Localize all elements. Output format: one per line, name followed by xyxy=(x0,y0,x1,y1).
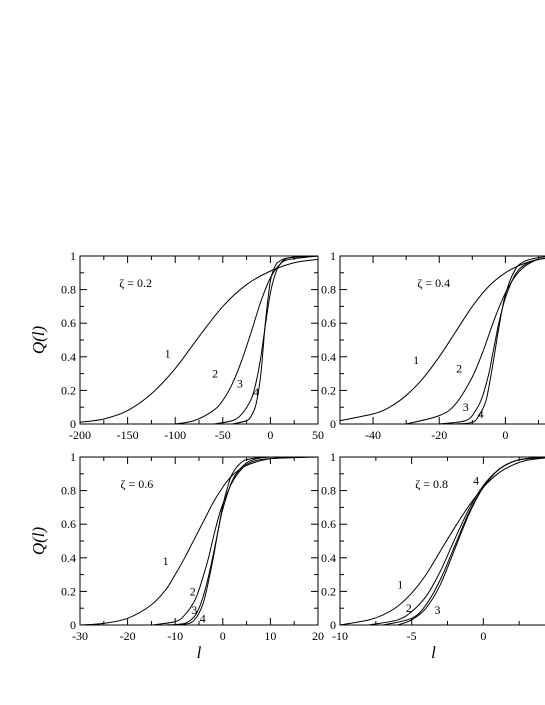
y-tick-label: 0.6 xyxy=(61,316,76,330)
curve-label-1: 1 xyxy=(165,346,171,360)
curves xyxy=(80,256,318,424)
zeta-annotation: ζ = 0.4 xyxy=(417,276,450,290)
x-tick-label: -40 xyxy=(365,428,381,442)
plot-frame xyxy=(79,456,319,626)
x-axis-label: l xyxy=(197,643,202,662)
curve-label-1: 1 xyxy=(163,554,169,568)
x-tick-label: -10 xyxy=(167,629,183,643)
y-tick-label: 0.6 xyxy=(61,517,76,531)
panel-top-right: -40 -20 0 0 0.2 0.4 0.6 0.8 1 1 2 3 4 ζ = 0.4 xyxy=(321,249,545,442)
curve-label-1: 1 xyxy=(397,578,403,592)
x-tick-label: -150 xyxy=(117,428,139,442)
series-line-2 xyxy=(406,257,545,424)
curve-label-2: 2 xyxy=(190,584,196,598)
curve-label-3: 3 xyxy=(463,400,469,414)
curve-label-4: 4 xyxy=(478,407,484,421)
y-tick-label: 0.6 xyxy=(321,316,336,330)
x-tick-label: 50 xyxy=(312,428,324,442)
y-tick-label: 1 xyxy=(70,249,76,263)
x-tick-label: -20 xyxy=(431,428,447,442)
y-tick-label: 0.2 xyxy=(321,383,336,397)
y-tick-label: 0 xyxy=(330,417,336,431)
y-tick-label: 0.6 xyxy=(321,517,336,531)
curves xyxy=(340,457,545,625)
series-line-4 xyxy=(175,457,318,625)
curve-label-2: 2 xyxy=(456,362,462,376)
x-tick-label: 0 xyxy=(220,629,226,643)
x-tick-label: -30 xyxy=(72,629,88,643)
curve-label-3: 3 xyxy=(434,603,440,617)
curve-label-3: 3 xyxy=(237,377,243,391)
series-line-3 xyxy=(439,257,545,424)
y-tick-label: 1 xyxy=(330,450,336,464)
x-tick-label: -100 xyxy=(164,428,186,442)
x-tick-label: -10 xyxy=(332,629,348,643)
series-line-3 xyxy=(382,457,545,625)
x-axis-label: l xyxy=(431,643,436,662)
y-tick-label: 0.8 xyxy=(61,484,76,498)
panel-bottom-left: -30 -20 -10 0 10 20 0 0.2 0.4 0.6 0.8 1 1 2 34 ζ = 0.6 Q… xyxy=(29,450,324,662)
y-tick-label: 0.2 xyxy=(61,584,76,598)
series-line-3 xyxy=(213,256,318,424)
series-line-4 xyxy=(397,457,545,625)
y-tick-label: 1 xyxy=(70,450,76,464)
y-tick-label: 0.4 xyxy=(61,350,76,364)
curves xyxy=(80,457,318,625)
x-tick-label: -50 xyxy=(215,428,231,442)
x-tick-label: 10 xyxy=(264,629,276,643)
x-tick-label: -200 xyxy=(69,428,91,442)
curve-label-2: 2 xyxy=(406,601,412,615)
curve-label-4: 4 xyxy=(200,611,206,625)
y-tick-label: 0.4 xyxy=(61,551,76,565)
y-tick-label: 0.8 xyxy=(321,484,336,498)
curve-label-4: 4 xyxy=(473,474,479,488)
y-tick-label: 0.8 xyxy=(61,283,76,297)
zeta-annotation: ζ = 0.2 xyxy=(119,276,152,290)
y-tick-label: 0 xyxy=(70,417,76,431)
y-tick-label: 1 xyxy=(330,249,336,263)
x-tick-label: -5 xyxy=(407,629,417,643)
x-tick-label: 20 xyxy=(312,629,324,643)
series-line-1 xyxy=(340,257,545,422)
x-tick-label: 0 xyxy=(502,428,508,442)
zeta-annotation: ζ = 0.6 xyxy=(120,477,153,491)
curve-label-4: 4 xyxy=(253,385,259,399)
y-tick-label: 0.2 xyxy=(61,383,76,397)
y-axis-label: Q(l) xyxy=(29,527,48,556)
zeta-annotation: ζ = 0.8 xyxy=(415,477,448,491)
curves xyxy=(340,256,545,424)
y-tick-label: 0.4 xyxy=(321,551,336,565)
series-line-1 xyxy=(80,258,318,423)
series-line-4 xyxy=(455,256,545,424)
series-line-1 xyxy=(340,457,545,625)
series-line-4 xyxy=(232,256,318,424)
series-line-1 xyxy=(80,457,318,625)
y-tick-label: 0.8 xyxy=(321,283,336,297)
y-tick-label: 0.2 xyxy=(321,584,336,598)
plot-frame xyxy=(79,255,319,425)
y-tick-label: 0 xyxy=(330,618,336,632)
x-tick-label: 0 xyxy=(267,428,273,442)
curve-label-2: 2 xyxy=(212,367,218,381)
series-line-2 xyxy=(151,457,318,625)
curve-label-1: 1 xyxy=(413,353,419,367)
y-tick-label: 0.4 xyxy=(321,350,336,364)
panel-top-left: -200 -150 -100 -50 0 50 0 0.2 0.4 0.6 0.8 1 1 2 34 ζ = … xyxy=(29,249,324,442)
x-tick-label: -20 xyxy=(120,629,136,643)
curve-label-3: 3 xyxy=(191,603,197,617)
x-tick-label: 0 xyxy=(480,629,486,643)
y-axis-label: Q(l) xyxy=(29,326,48,355)
y-tick-label: 0 xyxy=(70,618,76,632)
series-line-3 xyxy=(165,457,318,625)
